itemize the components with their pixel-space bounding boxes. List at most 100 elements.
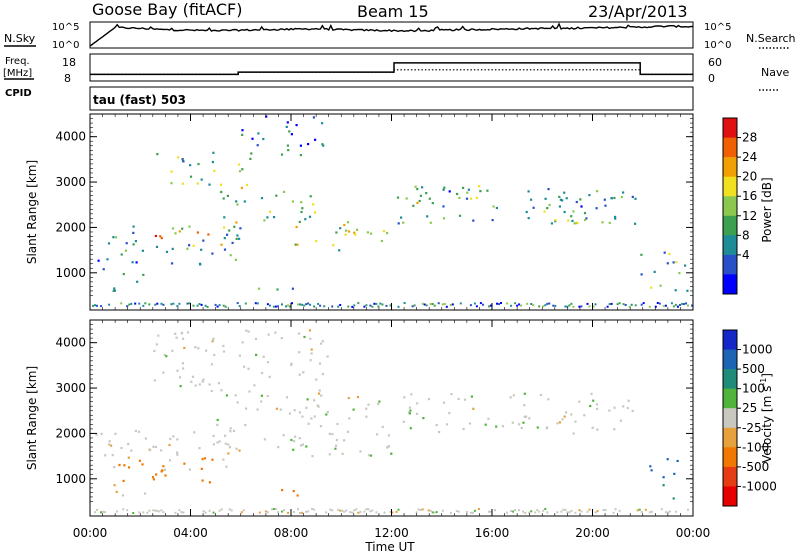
data-cell [100,432,103,435]
colorbar-swatch [723,427,737,448]
power-heatmap [92,115,693,308]
data-cell [445,423,449,426]
data-cell [536,509,539,512]
data-cell [176,451,179,454]
data-cell [141,249,144,252]
data-cell [583,414,586,417]
data-cell [222,304,225,307]
data-cell [280,153,284,156]
data-cell [94,304,96,307]
data-cell [142,304,145,307]
data-cell [613,406,616,409]
data-cell [353,304,356,307]
cpid-strip-frame [89,86,694,111]
data-cell [245,329,248,332]
data-cell [202,239,205,242]
data-cell [673,472,676,475]
data-cell [475,196,478,199]
data-cell [160,302,163,305]
data-cell [614,215,617,218]
noise-tick-bottom-left: 10^0 [52,40,79,51]
data-cell [560,510,563,513]
colorbar-swatch [723,486,737,507]
data-cell [298,437,301,440]
data-cell [275,194,278,197]
data-cell [561,418,564,421]
data-cell [162,303,165,306]
colorbar-tick-label: 4 [742,248,750,262]
colorbar-swatch [723,254,737,275]
data-cell [500,302,502,304]
data-cell [253,384,256,387]
data-cell [622,303,625,306]
velocity-label-sup: -1 [759,378,768,386]
data-cell [492,205,495,208]
data-cell [159,235,162,238]
velocity-label-tail: ] [760,373,774,378]
data-cell [346,430,349,433]
data-cell [542,509,545,512]
data-cell [613,428,616,431]
colorbar-swatch [723,447,737,468]
data-cell [236,234,239,237]
data-cell [200,248,203,251]
data-cell [208,383,211,386]
data-cell [153,379,156,382]
colorbar-swatch [723,196,737,217]
data-cell [495,425,498,428]
data-cell [250,152,253,155]
data-cell [564,305,567,308]
data-cell [198,262,202,265]
data-cell [254,302,257,305]
data-cell [255,353,258,356]
data-cell [168,459,172,462]
colorbar-tick-label: 24 [742,150,757,164]
data-cell [539,393,542,396]
data-cell [162,511,165,514]
data-cell [363,305,366,308]
data-cell [347,305,350,308]
data-cell [443,302,446,305]
data-cell [469,511,472,514]
data-cell [297,332,301,335]
data-cell [188,225,191,228]
data-cell [547,188,550,191]
data-cell [309,195,312,198]
data-cell [417,508,420,511]
data-cell [183,462,186,465]
noise-tick-top-left: 10^5 [52,22,79,33]
data-cell [341,509,344,512]
data-cell [317,302,320,305]
data-cell [556,511,559,514]
data-cell [365,508,368,511]
data-cell [154,234,157,238]
data-cell [574,511,577,514]
data-cell [385,304,388,307]
colorbar-tick-label: 28 [742,131,757,145]
data-cell [120,253,123,256]
x-tick-label: 00:00 [73,526,108,540]
data-cell [496,302,498,305]
data-cell [357,511,360,514]
data-cell [357,302,360,305]
data-cell [181,182,184,185]
freq-tick-top: 18 [62,56,76,69]
data-cell [416,188,419,191]
data-cell [182,511,185,514]
data-cell [486,189,489,192]
colorbar-tick-label: 12 [742,209,757,223]
data-cell [305,510,308,513]
data-cell [397,305,400,308]
data-cell [654,305,657,308]
data-cell [411,305,414,308]
data-cell [287,511,289,514]
data-cell [506,302,509,305]
data-cell [326,355,329,358]
data-cell [176,369,179,372]
data-cell [546,302,549,305]
data-cell [604,509,607,512]
data-cell [572,305,575,308]
freq-series-line [90,62,693,76]
data-cell [210,389,213,393]
data-cell [131,261,134,264]
